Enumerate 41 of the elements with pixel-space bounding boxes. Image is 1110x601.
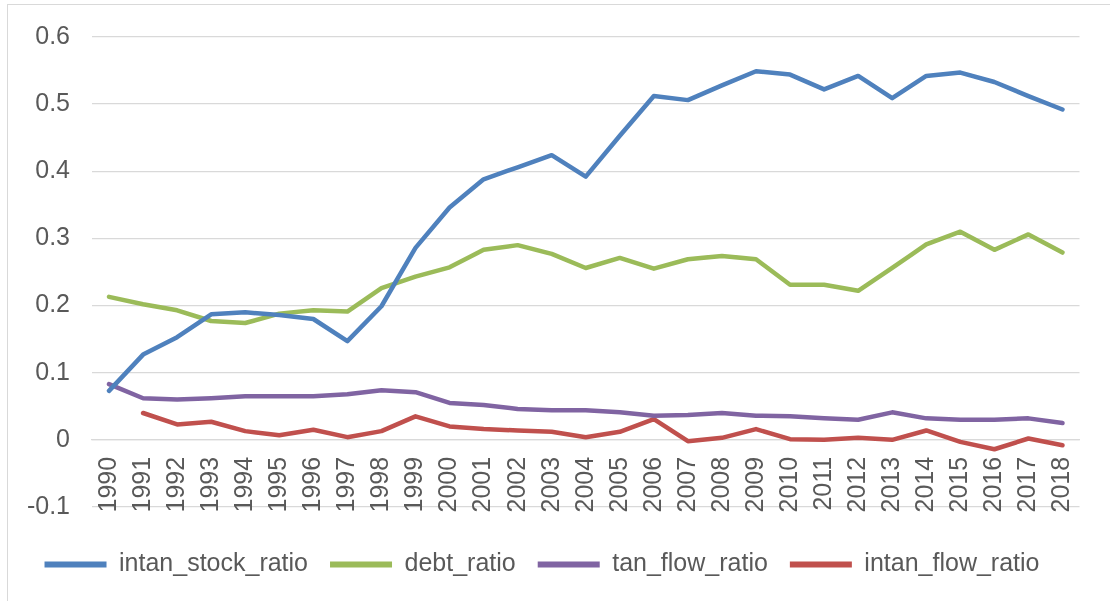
y-tick-label: 0.1: [35, 356, 70, 385]
legend-label: intan_stock_ratio: [119, 548, 309, 577]
y-tick-label: 0.6: [35, 20, 70, 49]
x-tick-label: 1999: [399, 456, 428, 513]
y-tick-label: 0.2: [35, 289, 70, 318]
x-tick-label: 2011: [808, 456, 836, 511]
x-tick-label: 2006: [637, 456, 666, 513]
legend-label: tan_flow_ratio: [612, 548, 768, 577]
x-tick-label: 1990: [92, 456, 121, 513]
x-tick-label: 2018: [1046, 456, 1075, 513]
y-tick-label: 0: [56, 423, 70, 452]
x-tick-label: 2010: [773, 456, 802, 513]
x-tick-label: 1996: [297, 456, 326, 513]
x-tick-label: 1992: [161, 456, 190, 513]
x-tick-label: 1991: [126, 456, 155, 513]
y-tick-label: -0.1: [26, 490, 70, 519]
legend-label: intan_flow_ratio: [864, 548, 1040, 577]
x-tick-label: 2000: [433, 456, 462, 513]
x-tick-label: 1993: [195, 456, 224, 513]
x-tick-label: 2014: [910, 456, 939, 513]
x-tick-label: 2005: [603, 456, 632, 513]
y-tick-label: 0.3: [35, 222, 70, 251]
x-tick-label: 1995: [263, 456, 292, 513]
x-tick-label: 2003: [535, 456, 564, 513]
x-tick-label: 2007: [671, 456, 700, 513]
x-tick-label: 2004: [569, 456, 598, 513]
x-tick-label: 1994: [229, 456, 258, 513]
x-tick-label: 2013: [876, 456, 905, 513]
x-tick-label: 2017: [1012, 456, 1041, 513]
x-tick-label: 2009: [739, 456, 768, 513]
y-tick-label: 0.5: [35, 88, 70, 117]
x-tick-label: 2001: [467, 456, 496, 513]
y-tick-label: 0.4: [35, 155, 71, 184]
x-tick-label: 1997: [331, 456, 360, 513]
x-tick-label: 1998: [365, 456, 394, 513]
legend-label: debt_ratio: [404, 548, 516, 577]
x-tick-label: 2016: [978, 456, 1007, 513]
x-tick-label: 2008: [705, 456, 734, 513]
x-tick-label: 2015: [944, 456, 973, 513]
x-tick-label: 2012: [842, 456, 871, 513]
x-tick-label: 2002: [501, 456, 530, 513]
